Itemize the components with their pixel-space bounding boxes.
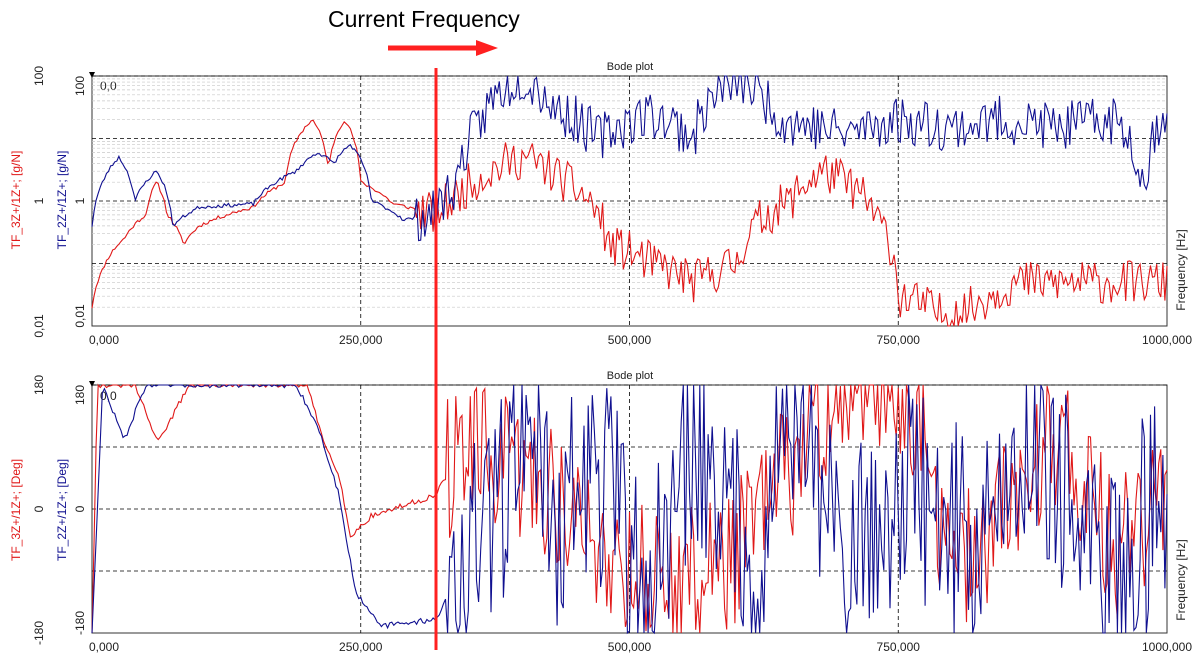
phase-red-y-tick-label: 0	[32, 505, 46, 512]
phase-series-blue-line	[91, 384, 1168, 635]
current-frequency-label: Current Frequency	[328, 6, 520, 32]
phase-x-tick-label: 750,000	[877, 640, 921, 654]
magnitude-blue-y-tick-label: 100	[73, 76, 87, 96]
magnitude-red-y-tick-label: 1	[32, 197, 46, 204]
phase-series-red-line	[91, 383, 1168, 634]
magnitude-blue-y-tick-label: 0,01	[73, 304, 87, 328]
magnitude-x-tick-label: 1000,000	[1142, 333, 1192, 347]
phase-blue-y-tick-label: -180	[73, 611, 87, 635]
magnitude-blue-y-tick-label: 1	[73, 197, 87, 204]
magnitude-series-blue-line	[91, 75, 1168, 242]
phase-blue-y-tick-label: 0	[73, 505, 87, 512]
phase-x-tick-label: 0,000	[89, 640, 119, 654]
magnitude-panel: Bode plot 0,0 0,000 250,000 500,000 750,000…	[9, 61, 1192, 347]
magnitude-blue-axis-label: TF_2Z+/1Z+; [g/N]	[55, 151, 69, 250]
phase-corner-label: 0,0	[100, 389, 117, 403]
magnitude-plot-title: Bode plot	[607, 61, 653, 73]
phase-frequency-axis-label: Frequency [Hz]	[1174, 539, 1188, 620]
phase-x-tick-label: 1000,000	[1142, 640, 1192, 654]
current-frequency-arrow	[388, 40, 498, 56]
phase-red-axis-label: TF_3Z+/1Z+; [Deg]	[9, 459, 23, 561]
magnitude-red-y-tick-label: 0,01	[32, 314, 46, 338]
magnitude-series-red-line	[91, 119, 1168, 327]
magnitude-x-tick-label: 750,000	[877, 333, 921, 347]
magnitude-frequency-axis-label: Frequency [Hz]	[1174, 229, 1188, 310]
phase-red-y-tick-label: 180	[32, 375, 46, 395]
phase-plot-title: Bode plot	[607, 370, 653, 382]
phase-x-tick-label: 250,000	[339, 640, 383, 654]
magnitude-x-tick-label: 500,000	[608, 333, 652, 347]
magnitude-x-tick-label: 0,000	[89, 333, 119, 347]
phase-panel: Bode plot 0,0 0,000 250,000 500,000 750,000…	[9, 370, 1192, 654]
phase-x-tick-label: 500,000	[608, 640, 652, 654]
phase-corner-marker-icon	[89, 381, 95, 387]
magnitude-red-y-tick-label: 100	[32, 66, 46, 86]
phase-blue-y-tick-label: 180	[73, 385, 87, 405]
magnitude-corner-marker-icon	[89, 72, 95, 78]
phase-red-y-tick-label: -180	[32, 621, 46, 645]
magnitude-x-tick-label: 250,000	[339, 333, 383, 347]
phase-blue-axis-label: TF_2Z+/1Z+; [Deg]	[55, 459, 69, 561]
magnitude-red-axis-label: TF_3Z+/1Z+; [g/N]	[9, 151, 23, 250]
